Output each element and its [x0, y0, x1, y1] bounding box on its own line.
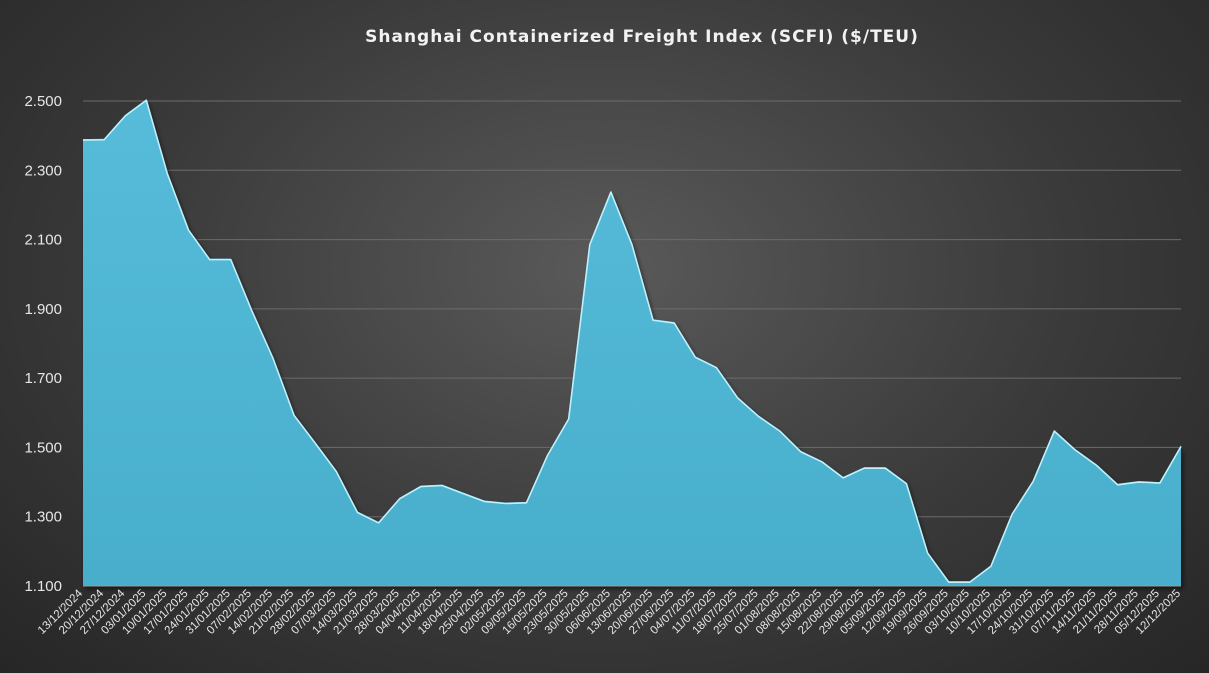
y-tick-label: 1.900 — [24, 301, 62, 318]
y-tick-label: 1.500 — [24, 439, 62, 456]
y-tick-label: 1.100 — [24, 578, 62, 595]
x-axis: 13/12/202420/12/202427/12/202403/01/2025… — [36, 587, 1183, 637]
y-tick-label: 1.300 — [24, 509, 62, 526]
y-tick-label: 1.700 — [24, 370, 62, 387]
y-tick-label: 2.100 — [24, 232, 62, 249]
series-line — [82, 99, 1182, 583]
y-tick-label: 2.300 — [24, 162, 62, 179]
series-area — [83, 99, 1181, 587]
y-axis: 1.100 1.300 1.500 1.700 1.900 2.100 2.300 2.500 — [24, 93, 62, 595]
y-tick-label: 2.500 — [24, 93, 62, 110]
plot-area — [82, 99, 1182, 587]
chart-title: Shanghai Containerized Freight Index (SC… — [365, 27, 919, 47]
